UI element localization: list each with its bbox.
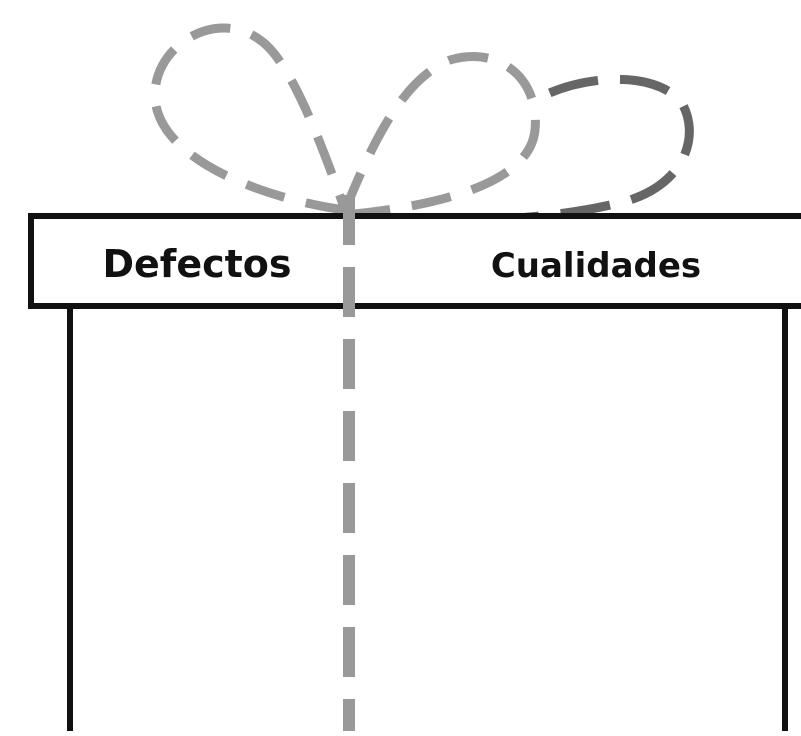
bow-left-loop [150, 23, 350, 215]
bow-right-loop [344, 74, 694, 226]
bow [150, 23, 694, 226]
bow-middle-loop [340, 52, 540, 220]
lid [28, 213, 801, 309]
right-label: Cualidades [491, 246, 701, 286]
left-label: Defectos [102, 242, 291, 286]
